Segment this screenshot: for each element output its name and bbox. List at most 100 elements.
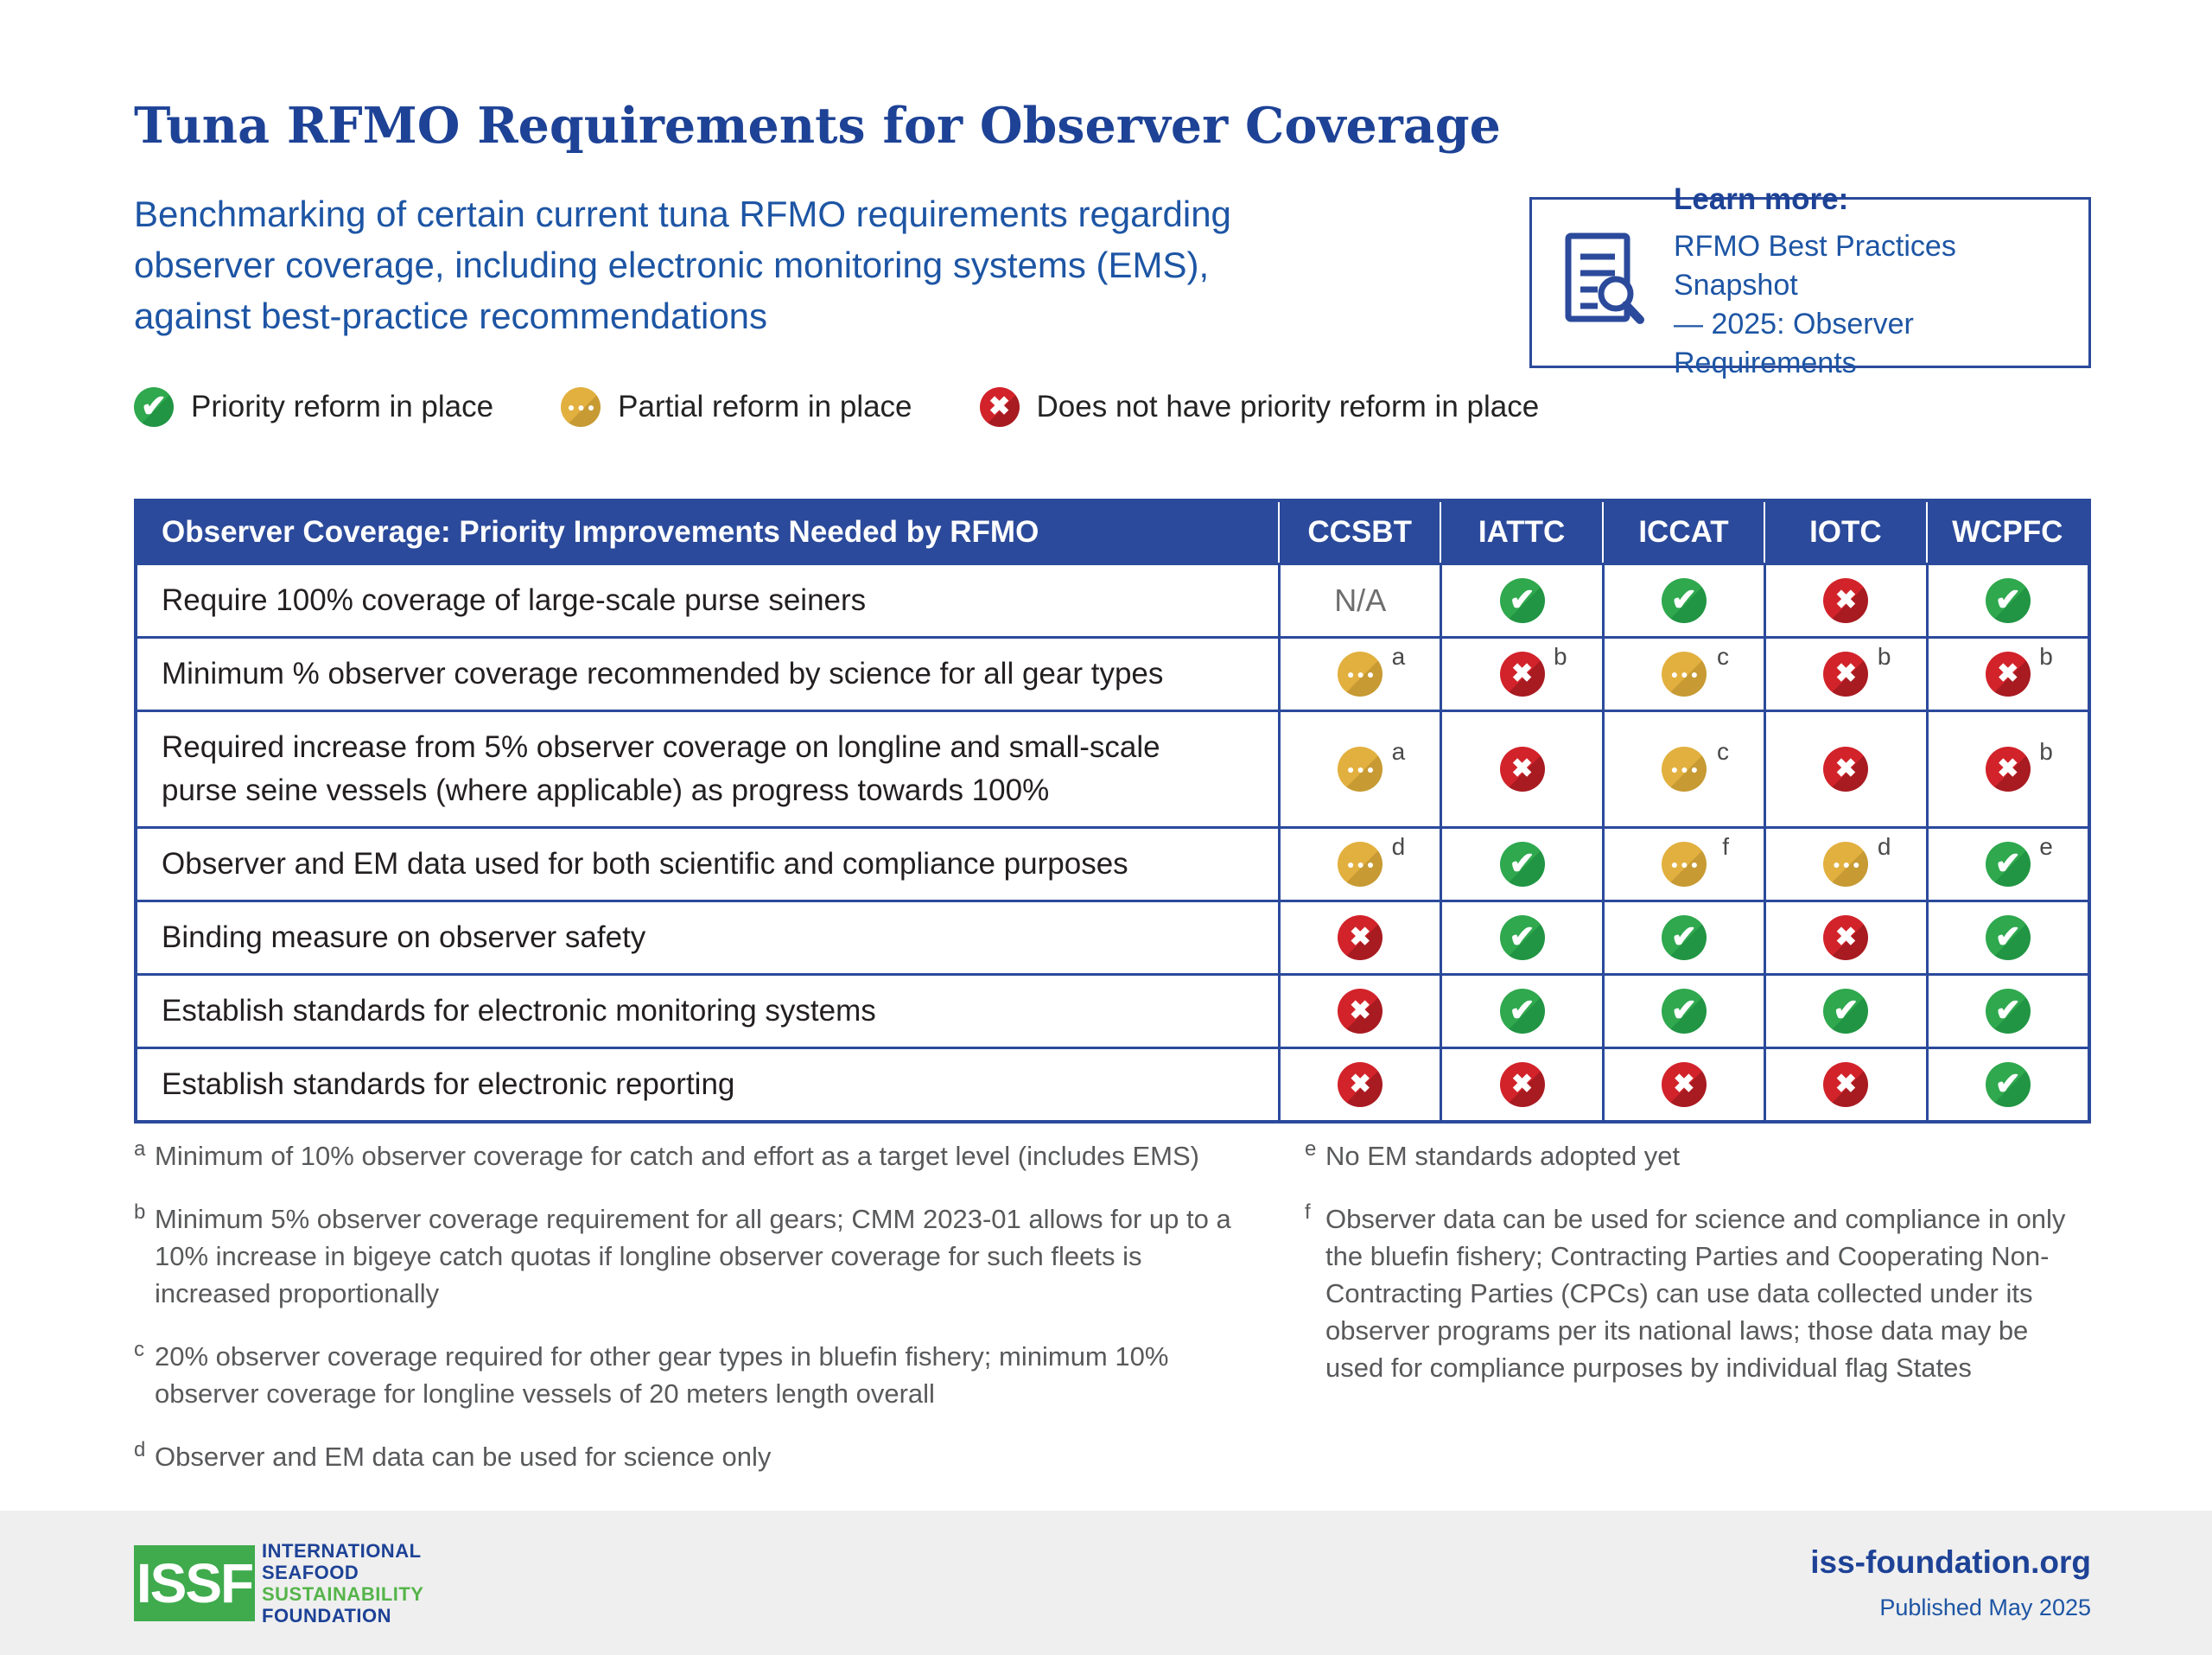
status-cell-iccat: ✔ [1601,976,1764,1047]
status-icon-wrap: ●●● f [1661,833,1729,887]
status-cell-wcpfc: ✔ [1925,976,2088,1047]
check-icon: ✔ [1985,578,2031,623]
footnote-c: c 20% observer coverage required for othe… [134,1338,1257,1412]
x-icon: ✖ [1499,1062,1545,1107]
status-icon-wrap: ●●● a [1338,738,1405,792]
website-link[interactable]: iss-foundation.org [1810,1544,2091,1580]
status-cell-wcpfc: ✔ e [1925,829,2088,900]
status-icon-wrap: ✔ [1985,989,2031,1034]
issf-logo: ISSF INTERNATIONAL SEAFOOD SUSTAINABILITY F… [134,1540,423,1626]
ellipsis-icon: ●●● [1338,842,1383,887]
x-icon: ✖ [1338,915,1383,960]
row-label: Establish standards for electronic repor… [162,1067,735,1101]
status-icon-wrap: ✔ [1499,842,1545,887]
footnote-text: 20% observer coverage required for other… [155,1341,1169,1409]
status-cell-iattc: ✔ [1440,565,1601,636]
status-glyph: ✔ [1670,582,1698,617]
learn-more-text: Learn more: RFMO Best Practices Snapshot… [1674,182,2066,383]
issf-logo-mark: ISSF [134,1544,255,1621]
superscript-note: d [1391,833,1406,860]
status-glyph: ✖ [1511,659,1534,688]
table-row: Require 100% coverage of large-scale pur… [137,563,2088,636]
status-glyph: ●●● [1347,762,1377,776]
status-cell-ccsbt: ✖ [1278,902,1440,973]
table-row: Minimum % observer coverage recommended … [137,636,2088,710]
ellipsis-icon: ●●● [561,387,601,427]
check-icon: ✔ [1985,915,2031,960]
status-icon-wrap: ●●● c [1661,643,1729,697]
page-subtitle: Benchmarking of certain current tuna RFM… [134,194,1231,336]
ellipsis-icon: ●●● [1823,842,1869,887]
status-cell-iccat: ●●● c [1601,712,1764,826]
superscript-note: c [1716,643,1729,670]
footnote-text: Minimum 5% observer coverage requirement… [155,1204,1231,1308]
status-cell-ccsbt: ●●● a [1278,639,1440,710]
check-icon: ✔ [1661,915,1707,960]
footer: ISSF INTERNATIONAL SEAFOOD SUSTAINABILITY F… [0,1511,2212,1655]
status-icon-wrap: ✔ [1985,915,2031,960]
status-icon-wrap: ✖ b [1985,643,2053,697]
status-glyph: ✔ [1994,992,2021,1028]
status-cell-iotc: ✖ [1764,712,1925,826]
status-cell-iotc: ✖ b [1764,639,1925,710]
ellipsis-icon: ●●● [1338,747,1383,792]
status-glyph: ●●● [1670,667,1701,681]
check-icon: ✔ [1499,578,1545,623]
row-label: Establish standards for electronic monit… [162,994,876,1028]
learn-more-heading: Learn more: [1674,182,1849,216]
logo-line: INTERNATIONAL [262,1539,422,1562]
footnote-b: b Minimum 5% observer coverage requiremen… [134,1200,1257,1312]
table-row: Establish standards for electronic repor… [137,1047,2088,1120]
learn-more-link-line1[interactable]: RFMO Best Practices Snapshot [1674,230,1956,302]
footnote-marker: e [1305,1137,1317,1161]
check-icon: ✔ [1985,842,2031,887]
status-glyph: ✔ [1509,845,1535,881]
status-cell-iattc: ✖ b [1440,639,1601,710]
status-icon-wrap: ✔ e [1985,833,2053,887]
footnote-marker: c [134,1338,144,1361]
footnotes-section: a Minimum of 10% observer coverage for ca… [134,1137,2091,1501]
table-row: Establish standards for electronic monit… [137,973,2088,1047]
footnote-text: Observer data can be used for science an… [1325,1204,2066,1383]
check-icon: ✔ [1661,989,1707,1034]
status-glyph: ✖ [1511,1070,1534,1098]
status-icon-wrap: ✔ [1661,989,1707,1034]
row-label: Minimum % observer coverage recommended … [162,657,1164,691]
status-cell-iccat: ✔ [1601,902,1764,973]
x-icon: ✖ [1823,578,1869,623]
status-cell-ccsbt: ✖ [1278,1049,1440,1120]
logo-line: SUSTAINABILITY [262,1582,424,1605]
learn-more-link[interactable]: RFMO Best Practices Snapshot — 2025: Obs… [1674,227,2066,383]
row-label: Required increase from 5% observer cover… [162,730,1160,807]
status-glyph: ✖ [1349,1070,1371,1098]
legend-label: Partial reform in place [618,390,912,423]
footer-right: iss-foundation.org Published May 2025 [1810,1544,2091,1621]
table-header-label: Observer Coverage: Priority Improvements… [162,515,1039,549]
legend: ✔ Priority reform in place ●●● Partial refo… [134,387,1539,427]
superscript-note: a [1391,643,1406,670]
legend-label: Priority reform in place [191,390,494,423]
status-glyph: ✖ [1997,659,2019,688]
status-icon-wrap: ✖ [1338,1062,1383,1107]
status-icon-wrap: ✖ [1338,989,1383,1034]
status-icon-wrap: ✖ [1499,1062,1545,1107]
column-header-iccat: ICCAT [1601,502,1764,563]
status-icon-wrap: ✔ [1985,1062,2031,1107]
superscript-note: c [1716,738,1729,765]
legend-label: Does not have priority reform in place [1036,390,1540,423]
footnote-f: f Observer data can be used for science a… [1305,1200,2091,1386]
x-icon: ✖ [1823,652,1869,697]
superscript-note: e [2039,833,2053,860]
column-header-wcpfc: WCPFC [1925,502,2088,563]
status-cell-iotc: ●●● d [1764,829,1925,900]
status-cell-wcpfc: ✖ b [1925,712,2088,826]
status-glyph: ✔ [1670,919,1698,954]
status-glyph: ✖ [1834,586,1857,614]
check-icon: ✔ [1661,578,1707,623]
footnote-d: d Observer and EM data can be used for sc… [134,1438,1257,1475]
status-cell-iattc: ✔ [1440,976,1601,1047]
status-icon-wrap: ●●● a [1338,643,1405,697]
status-icon-wrap: ✖ b [1985,738,2053,792]
learn-more-link-line2[interactable]: — 2025: Observer Requirements [1674,308,1914,379]
x-icon: ✖ [1823,915,1869,960]
